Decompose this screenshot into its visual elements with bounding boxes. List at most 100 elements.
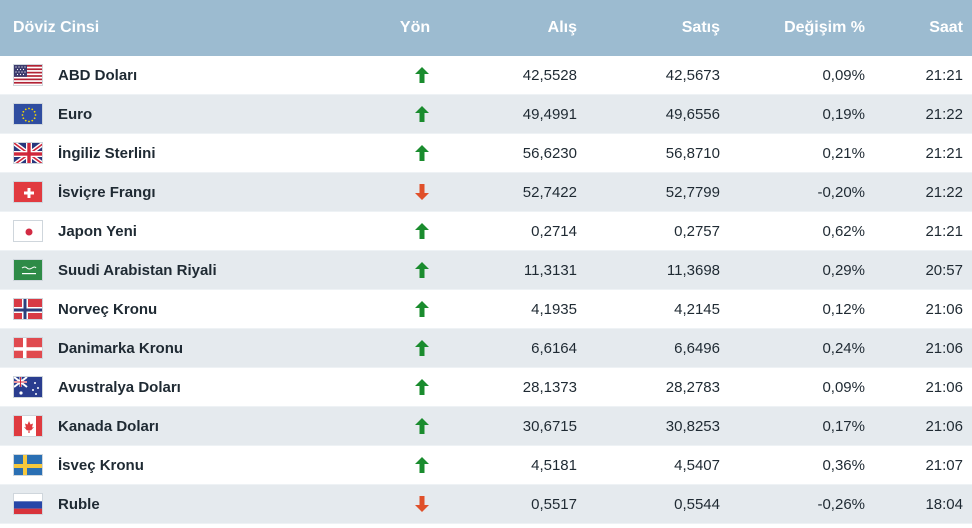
currency-name[interactable]: Ruble <box>58 495 100 513</box>
se-flag-icon <box>13 454 43 476</box>
sell-value: 4,2145 <box>674 300 720 318</box>
ch-flag-icon <box>13 181 43 203</box>
currency-name-cell: Danimarka Kronu <box>13 329 183 367</box>
currency-name-cell: Euro <box>13 95 92 133</box>
change-value: 0,12% <box>822 300 865 318</box>
table-header: Döviz Cinsi Yön Alış Satış Değişim % Saa… <box>0 0 972 56</box>
sell-value: 6,6496 <box>674 339 720 357</box>
table-row[interactable]: Suudi Arabistan Riyali 11,3131 11,3698 0,29… <box>0 251 972 290</box>
time-value: 21:06 <box>925 300 963 318</box>
currency-name-cell: Suudi Arabistan Riyali <box>13 251 217 289</box>
buy-value: 28,1373 <box>522 378 577 396</box>
currency-name[interactable]: İngiliz Sterlini <box>58 144 156 162</box>
header-buy[interactable]: Alış <box>547 19 577 36</box>
currency-name[interactable]: İsviçre Frangı <box>58 183 156 201</box>
buy-value: 52,7422 <box>522 183 577 201</box>
arrow-up-icon <box>406 251 438 289</box>
currency-name-cell: Kanada Doları <box>13 407 159 445</box>
currency-name-cell: İsviçre Frangı <box>13 173 156 211</box>
time-value: 21:22 <box>925 183 963 201</box>
table-row[interactable]: Euro 49,4991 49,6556 0,19% 21:22 <box>0 95 972 134</box>
ru-flag-icon <box>13 493 43 515</box>
sell-value: 28,2783 <box>665 378 720 396</box>
table-row[interactable]: İsveç Kronu 4,5181 4,5407 0,36% 21:07 <box>0 446 972 485</box>
buy-value: 4,1935 <box>531 300 577 318</box>
currency-name-cell: Ruble <box>13 485 100 523</box>
arrow-up-icon <box>406 56 438 94</box>
sell-value: 11,3698 <box>666 261 720 279</box>
time-value: 21:07 <box>925 456 963 474</box>
sell-value: 56,8710 <box>665 144 720 162</box>
time-value: 21:21 <box>925 66 963 84</box>
buy-value: 0,5517 <box>531 495 577 513</box>
sell-value: 0,2757 <box>674 222 720 240</box>
change-value: 0,62% <box>822 222 865 240</box>
buy-value: 0,2714 <box>531 222 577 240</box>
buy-value: 4,5181 <box>531 456 577 474</box>
change-value: 0,36% <box>822 456 865 474</box>
header-time[interactable]: Saat <box>929 19 963 36</box>
currency-name[interactable]: İsveç Kronu <box>58 456 144 474</box>
arrow-up-icon <box>406 407 438 445</box>
currency-name[interactable]: ABD Doları <box>58 66 138 84</box>
arrow-down-icon <box>406 173 438 211</box>
us-flag-icon <box>13 64 43 86</box>
currency-name[interactable]: Japon Yeni <box>58 222 137 240</box>
change-value: 0,09% <box>822 66 865 84</box>
change-value: 0,09% <box>822 378 865 396</box>
currency-name-cell: İngiliz Sterlini <box>13 134 156 172</box>
dk-flag-icon <box>13 337 43 359</box>
no-flag-icon <box>13 298 43 320</box>
time-value: 21:21 <box>925 222 963 240</box>
change-value: -0,20% <box>817 183 865 201</box>
table-row[interactable]: İsviçre Frangı 52,7422 52,7799 -0,20% 21:22 <box>0 173 972 212</box>
arrow-up-icon <box>406 368 438 406</box>
currency-name[interactable]: Kanada Doları <box>58 417 159 435</box>
sell-value: 30,8253 <box>665 417 720 435</box>
table-row[interactable]: Japon Yeni 0,2714 0,2757 0,62% 21:21 <box>0 212 972 251</box>
table-row[interactable]: Ruble 0,5517 0,5544 -0,26% 18:04 <box>0 485 972 524</box>
time-value: 21:06 <box>925 378 963 396</box>
jp-flag-icon <box>13 220 43 242</box>
currency-name-cell: Japon Yeni <box>13 212 137 250</box>
header-change[interactable]: Değişim % <box>784 19 865 36</box>
arrow-up-icon <box>406 329 438 367</box>
time-value: 21:22 <box>925 105 963 123</box>
change-value: 0,19% <box>822 105 865 123</box>
table-row[interactable]: İngiliz Sterlini 56,6230 56,8710 0,21% 21:21 <box>0 134 972 173</box>
change-value: 0,21% <box>822 144 865 162</box>
currency-name-cell: İsveç Kronu <box>13 446 144 484</box>
table-row[interactable]: Kanada Doları 30,6715 30,8253 0,17% 21:06 <box>0 407 972 446</box>
buy-value: 6,6164 <box>531 339 577 357</box>
time-value: 21:06 <box>925 339 963 357</box>
header-currency[interactable]: Döviz Cinsi <box>13 19 100 36</box>
buy-value: 30,6715 <box>522 417 577 435</box>
currency-name[interactable]: Avustralya Doları <box>58 378 181 396</box>
ca-flag-icon <box>13 415 43 437</box>
currency-name[interactable]: Suudi Arabistan Riyali <box>58 261 217 279</box>
sa-flag-icon <box>13 259 43 281</box>
table-row[interactable]: ABD Doları 42,5528 42,5673 0,09% 21:21 <box>0 56 972 95</box>
change-value: 0,29% <box>822 261 865 279</box>
table-body: ABD Doları 42,5528 42,5673 0,09% 21:21 Euro 49… <box>0 56 972 524</box>
header-sell[interactable]: Satış <box>681 19 720 36</box>
currency-name[interactable]: Euro <box>58 105 93 123</box>
currency-name[interactable]: Danimarka Kronu <box>58 339 184 357</box>
buy-value: 49,4991 <box>522 105 577 123</box>
time-value: 20:57 <box>925 261 963 279</box>
buy-value: 56,6230 <box>522 144 577 162</box>
header-direction[interactable]: Yön <box>399 19 431 36</box>
currency-name[interactable]: Norveç Kronu <box>58 300 158 318</box>
arrow-up-icon <box>406 212 438 250</box>
currency-name-cell: Norveç Kronu <box>13 290 157 328</box>
sell-value: 49,6556 <box>665 105 720 123</box>
buy-value: 11,3131 <box>523 261 577 279</box>
table-row[interactable]: Norveç Kronu 4,1935 4,2145 0,12% 21:06 <box>0 290 972 329</box>
time-value: 21:21 <box>925 144 963 162</box>
arrow-up-icon <box>406 95 438 133</box>
table-row[interactable]: Danimarka Kronu 6,6164 6,6496 0,24% 21:06 <box>0 329 972 368</box>
table-row[interactable]: Avustralya Doları 28,1373 28,2783 0,09% 21:0… <box>0 368 972 407</box>
arrow-up-icon <box>406 134 438 172</box>
sell-value: 52,7799 <box>665 183 720 201</box>
